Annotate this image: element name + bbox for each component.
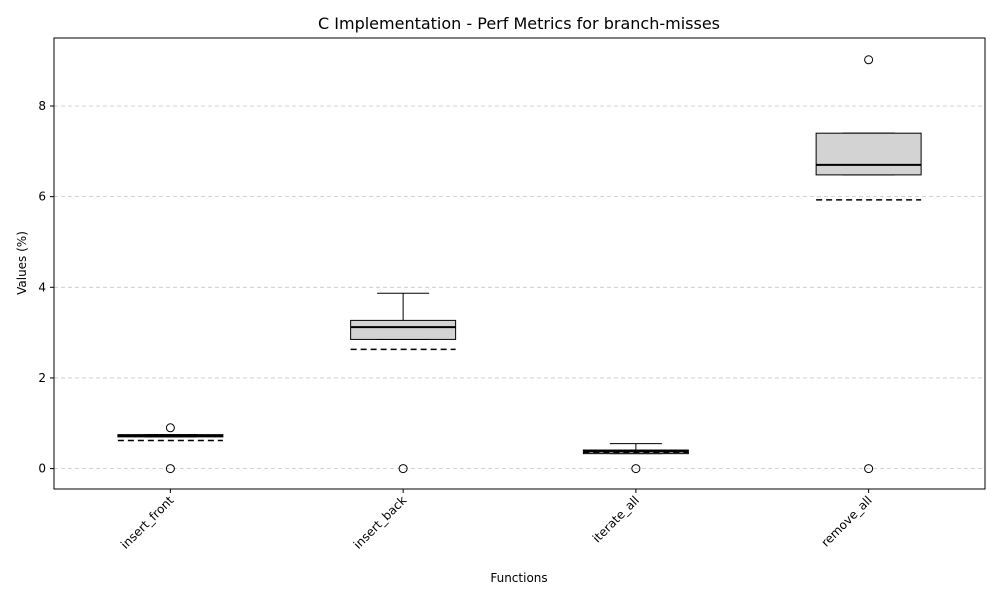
y-axis-label: Values (%) (15, 231, 29, 295)
x-tick-label-insert_front: insert_front (118, 493, 177, 552)
box-insert_back (350, 292, 457, 474)
outlier-point (864, 464, 874, 474)
x-tick-label-insert_back: insert_back (351, 493, 410, 552)
y-tick-label: 6 (38, 190, 46, 204)
y-tick-label: 0 (38, 462, 46, 476)
x-tick-label-remove_all: remove_all (818, 493, 874, 549)
box-iqr (350, 319, 457, 340)
x-axis-label: Functions (490, 571, 547, 585)
outlier-point (398, 464, 408, 474)
box-layer (117, 55, 922, 474)
grid-layer (54, 105, 985, 470)
box-remove_all (815, 55, 922, 474)
chart-title: C Implementation - Perf Metrics for bran… (318, 14, 720, 33)
box-iqr (815, 132, 922, 176)
box-iterate_all (582, 443, 689, 474)
x-tick-label-iterate_all: iterate_all (590, 493, 642, 545)
axis-layer: 0 2 4 6 8 insert_front insert_back iterate_all r… (38, 99, 874, 552)
y-tick-label: 8 (38, 99, 46, 113)
plot-frame (53, 37, 986, 490)
outlier-point (864, 55, 874, 65)
outlier-point (165, 464, 175, 474)
y-tick-label: 4 (38, 280, 46, 294)
outlier-point (631, 464, 641, 474)
outlier-point (165, 423, 175, 433)
y-tick-label: 2 (38, 371, 46, 385)
box-insert_front (117, 423, 224, 474)
